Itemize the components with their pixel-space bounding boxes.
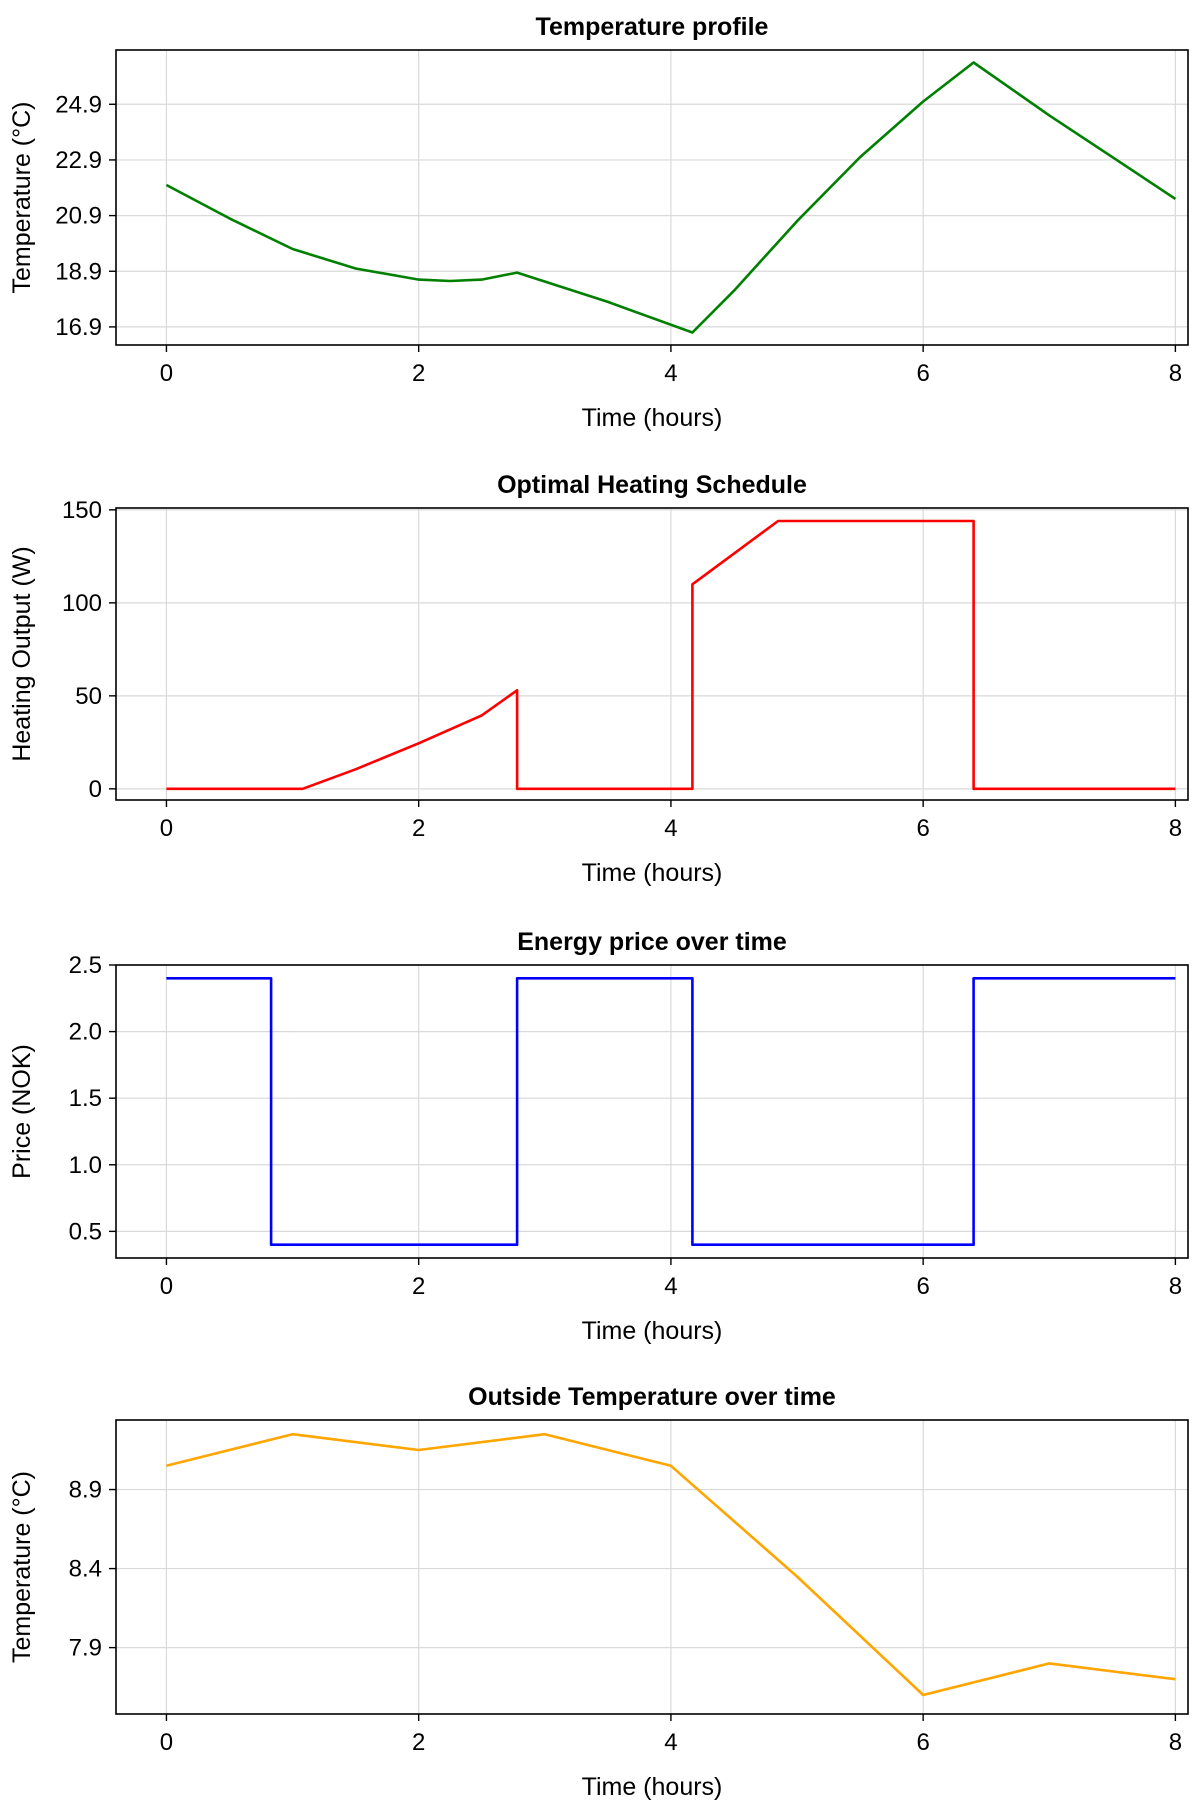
x-tick-label: 4 [664,360,677,387]
series-line-1 [165,61,1177,334]
chart-title: Outside Temperature over time [468,1383,836,1411]
y-tick-label: 1.0 [69,1152,102,1179]
chart-panel-3: 0 2 4 6 8 0.5 1.0 1.5 2.0 2.5 Energy price over ti… [8,928,1189,1345]
plot-frame [115,49,1189,346]
y-tick-label: 2.0 [69,1019,102,1046]
y-axis-label: Temperature (°C) [8,102,36,294]
x-tick-label: 4 [664,1729,677,1756]
y-tick-label: 8.4 [69,1556,102,1583]
chart-panel-4: 0 2 4 6 8 7.9 8.4 8.9 Outside Temperature over t… [8,1383,1189,1800]
y-axis-label: Price (NOK) [8,1044,36,1179]
x-tick-label: 2 [412,1273,425,1300]
plot-frame [115,964,1189,1259]
x-tick-label: 8 [1169,1729,1182,1756]
y-tick-label: 1.5 [69,1085,102,1112]
chart-title: Optimal Heating Schedule [497,471,807,499]
x-axis-label: Time (hours) [582,859,723,887]
y-tick-label: 7.9 [69,1635,102,1662]
x-tick-label: 8 [1169,360,1182,387]
x-tick-label: 2 [412,1729,425,1756]
series-line-2 [166,519,1176,791]
chart-panel-1: 0 2 4 6 8 16.9 18.9 20.9 22.9 24.9 Temperature pro… [8,13,1189,432]
x-tick-label: 4 [664,1273,677,1300]
y-axis-label: Heating Output (W) [8,546,36,761]
x-tick-label: 6 [916,360,929,387]
y-tick-label: 18.9 [55,258,102,285]
chart-title: Temperature profile [536,13,769,41]
y-tick-label: 16.9 [55,314,102,341]
y-tick-label: 100 [62,590,102,617]
chart-title: Energy price over time [517,928,787,956]
y-tick-label: 20.9 [55,203,102,230]
y-tick-label: 0 [89,776,102,803]
y-tick-label: 150 [62,497,102,524]
y-tick-label: 8.9 [69,1477,102,1504]
series-line-3 [166,977,1176,1246]
y-tick-label: 2.5 [69,952,102,979]
x-tick-label: 2 [412,815,425,842]
x-tick-label: 8 [1169,1273,1182,1300]
plot-frame [115,507,1189,801]
x-tick-label: 0 [160,815,173,842]
x-axis-label: Time (hours) [582,1773,723,1800]
y-axis-label: Temperature (°C) [8,1471,36,1663]
x-tick-label: 0 [160,1273,173,1300]
x-tick-label: 2 [412,360,425,387]
y-tick-label: 50 [75,683,102,710]
x-tick-label: 6 [916,1273,929,1300]
x-tick-label: 0 [160,1729,173,1756]
x-tick-label: 4 [664,815,677,842]
x-tick-label: 8 [1169,815,1182,842]
plot-frame [115,1419,1189,1715]
x-tick-label: 6 [916,1729,929,1756]
x-axis-label: Time (hours) [582,1317,723,1345]
y-tick-label: 24.9 [55,91,102,118]
x-tick-label: 0 [160,360,173,387]
y-tick-label: 22.9 [55,147,102,174]
series-line-4 [166,1432,1176,1697]
x-axis-label: Time (hours) [582,404,723,432]
y-tick-label: 0.5 [69,1218,102,1245]
x-tick-label: 6 [916,815,929,842]
chart-panel-2: 0 2 4 6 8 0 50 100 150 Optimal Heating Schedule Ti… [8,471,1189,887]
